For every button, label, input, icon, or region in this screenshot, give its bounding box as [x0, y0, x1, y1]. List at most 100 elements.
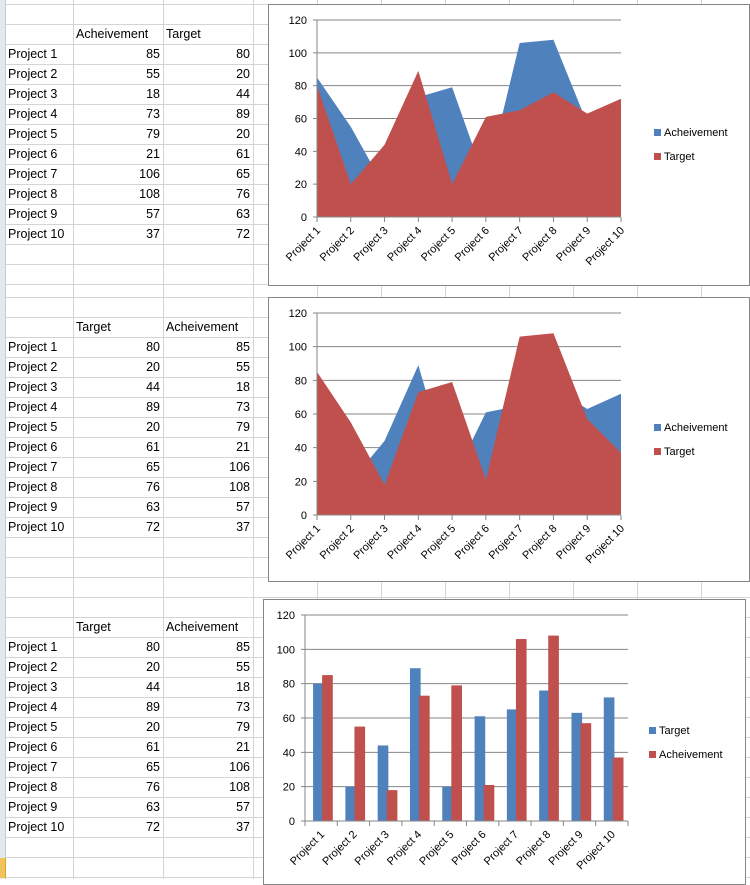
row-header-strip[interactable] — [0, 0, 6, 879]
value-cell[interactable]: 89 — [146, 700, 160, 714]
row-label-cell[interactable]: Project 5 — [8, 127, 58, 141]
area-chart-1[interactable]: 0 20 40 60 80 100 120 Project 1 Project 2 Project… — [268, 4, 750, 286]
value-cell[interactable]: 20 — [146, 420, 160, 434]
value-cell[interactable]: 55 — [236, 360, 250, 374]
value-cell[interactable]: 20 — [146, 720, 160, 734]
row-label-cell[interactable]: Project 8 — [8, 780, 58, 794]
row-label-cell[interactable]: Project 7 — [8, 460, 58, 474]
value-cell[interactable]: 106 — [229, 760, 250, 774]
value-cell[interactable]: 63 — [146, 500, 160, 514]
legend-item[interactable]: Target — [654, 150, 728, 174]
value-cell[interactable]: 72 — [146, 820, 160, 834]
value-cell[interactable]: 20 — [236, 127, 250, 141]
value-cell[interactable]: 57 — [236, 500, 250, 514]
value-cell[interactable]: 65 — [146, 460, 160, 474]
value-cell[interactable]: 106 — [229, 460, 250, 474]
column-header[interactable]: Acheivement — [166, 620, 239, 634]
row-label-cell[interactable]: Project 5 — [8, 720, 58, 734]
row-label-cell[interactable]: Project 4 — [8, 400, 58, 414]
row-label-cell[interactable]: Project 10 — [8, 520, 65, 534]
value-cell[interactable]: 63 — [146, 800, 160, 814]
legend-item[interactable]: Target — [649, 724, 723, 748]
value-cell[interactable]: 18 — [146, 87, 160, 101]
value-cell[interactable]: 65 — [146, 760, 160, 774]
value-cell[interactable]: 73 — [236, 700, 250, 714]
value-cell[interactable]: 65 — [236, 167, 250, 181]
value-cell[interactable]: 21 — [146, 147, 160, 161]
row-label-cell[interactable]: Project 1 — [8, 47, 58, 61]
value-cell[interactable]: 44 — [146, 680, 160, 694]
value-cell[interactable]: 18 — [236, 680, 250, 694]
value-cell[interactable]: 55 — [146, 67, 160, 81]
legend-item[interactable]: Target — [654, 445, 728, 469]
value-cell[interactable]: 57 — [236, 800, 250, 814]
value-cell[interactable]: 89 — [146, 400, 160, 414]
column-header[interactable]: Target — [166, 27, 201, 41]
row-label-cell[interactable]: Project 8 — [8, 187, 58, 201]
value-cell[interactable]: 76 — [146, 480, 160, 494]
value-cell[interactable]: 76 — [146, 780, 160, 794]
value-cell[interactable]: 80 — [146, 640, 160, 654]
row-label-cell[interactable]: Project 6 — [8, 147, 58, 161]
row-label-cell[interactable]: Project 9 — [8, 500, 58, 514]
value-cell[interactable]: 80 — [146, 340, 160, 354]
value-cell[interactable]: 63 — [236, 207, 250, 221]
value-cell[interactable]: 57 — [146, 207, 160, 221]
value-cell[interactable]: 106 — [139, 167, 160, 181]
selected-row-header[interactable] — [0, 858, 6, 878]
value-cell[interactable]: 37 — [146, 227, 160, 241]
value-cell[interactable]: 108 — [139, 187, 160, 201]
value-cell[interactable]: 85 — [236, 340, 250, 354]
column-header[interactable]: Target — [76, 620, 111, 634]
value-cell[interactable]: 61 — [146, 740, 160, 754]
legend-item[interactable]: Acheivement — [654, 126, 728, 150]
column-header[interactable]: Acheivement — [76, 27, 149, 41]
area-chart-2[interactable]: 0 20 40 60 80 100 120 Project 1 Project 2 Project… — [268, 297, 750, 582]
column-header[interactable]: Acheivement — [166, 320, 239, 334]
row-label-cell[interactable]: Project 2 — [8, 67, 58, 81]
row-label-cell[interactable]: Project 4 — [8, 107, 58, 121]
legend-item[interactable]: Acheivement — [649, 748, 723, 772]
value-cell[interactable]: 20 — [146, 360, 160, 374]
row-label-cell[interactable]: Project 9 — [8, 207, 58, 221]
row-label-cell[interactable]: Project 8 — [8, 480, 58, 494]
value-cell[interactable]: 21 — [236, 740, 250, 754]
value-cell[interactable]: 21 — [236, 440, 250, 454]
row-label-cell[interactable]: Project 3 — [8, 380, 58, 394]
row-label-cell[interactable]: Project 10 — [8, 820, 65, 834]
value-cell[interactable]: 79 — [236, 720, 250, 734]
value-cell[interactable]: 76 — [236, 187, 250, 201]
row-label-cell[interactable]: Project 9 — [8, 800, 58, 814]
value-cell[interactable]: 20 — [146, 660, 160, 674]
row-label-cell[interactable]: Project 3 — [8, 680, 58, 694]
row-label-cell[interactable]: Project 10 — [8, 227, 65, 241]
value-cell[interactable]: 73 — [146, 107, 160, 121]
row-label-cell[interactable]: Project 7 — [8, 167, 58, 181]
value-cell[interactable]: 73 — [236, 400, 250, 414]
value-cell[interactable]: 108 — [229, 780, 250, 794]
value-cell[interactable]: 61 — [236, 147, 250, 161]
column-header[interactable]: Target — [76, 320, 111, 334]
value-cell[interactable]: 79 — [236, 420, 250, 434]
bar-chart-3[interactable]: 0 20 40 60 80 100 120 Project 1 Project 2 Project… — [263, 599, 746, 885]
row-label-cell[interactable]: Project 4 — [8, 700, 58, 714]
row-label-cell[interactable]: Project 1 — [8, 340, 58, 354]
value-cell[interactable]: 44 — [236, 87, 250, 101]
value-cell[interactable]: 85 — [236, 640, 250, 654]
value-cell[interactable]: 18 — [236, 380, 250, 394]
row-label-cell[interactable]: Project 1 — [8, 640, 58, 654]
value-cell[interactable]: 89 — [236, 107, 250, 121]
value-cell[interactable]: 79 — [146, 127, 160, 141]
row-label-cell[interactable]: Project 5 — [8, 420, 58, 434]
row-label-cell[interactable]: Project 6 — [8, 440, 58, 454]
legend-item[interactable]: Acheivement — [654, 421, 728, 445]
value-cell[interactable]: 80 — [236, 47, 250, 61]
value-cell[interactable]: 44 — [146, 380, 160, 394]
value-cell[interactable]: 20 — [236, 67, 250, 81]
value-cell[interactable]: 108 — [229, 480, 250, 494]
value-cell[interactable]: 37 — [236, 520, 250, 534]
value-cell[interactable]: 55 — [236, 660, 250, 674]
value-cell[interactable]: 72 — [236, 227, 250, 241]
value-cell[interactable]: 85 — [146, 47, 160, 61]
row-label-cell[interactable]: Project 2 — [8, 660, 58, 674]
